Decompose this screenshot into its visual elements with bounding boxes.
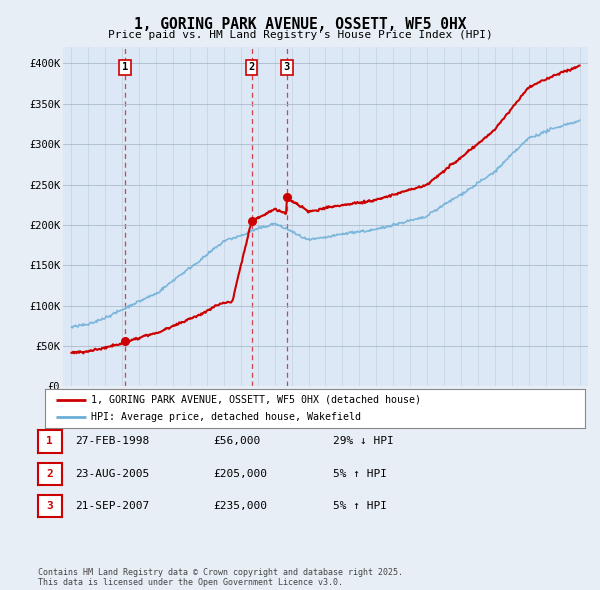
Text: 27-FEB-1998: 27-FEB-1998 — [75, 437, 149, 446]
Text: 5% ↑ HPI: 5% ↑ HPI — [333, 502, 387, 511]
Text: 3: 3 — [46, 502, 53, 511]
Text: 29% ↓ HPI: 29% ↓ HPI — [333, 437, 394, 446]
Text: 23-AUG-2005: 23-AUG-2005 — [75, 469, 149, 478]
Text: 5% ↑ HPI: 5% ↑ HPI — [333, 469, 387, 478]
Text: 1: 1 — [46, 437, 53, 446]
Text: £56,000: £56,000 — [213, 437, 260, 446]
Text: 3: 3 — [284, 63, 290, 73]
Text: Contains HM Land Registry data © Crown copyright and database right 2025.
This d: Contains HM Land Registry data © Crown c… — [38, 568, 403, 587]
Text: 2: 2 — [248, 63, 255, 73]
Text: 1: 1 — [122, 63, 128, 73]
Text: 1, GORING PARK AVENUE, OSSETT, WF5 0HX: 1, GORING PARK AVENUE, OSSETT, WF5 0HX — [134, 17, 466, 31]
Text: Price paid vs. HM Land Registry's House Price Index (HPI): Price paid vs. HM Land Registry's House … — [107, 30, 493, 40]
Text: £205,000: £205,000 — [213, 469, 267, 478]
Text: HPI: Average price, detached house, Wakefield: HPI: Average price, detached house, Wake… — [91, 412, 361, 422]
Text: 1, GORING PARK AVENUE, OSSETT, WF5 0HX (detached house): 1, GORING PARK AVENUE, OSSETT, WF5 0HX (… — [91, 395, 421, 405]
Text: 21-SEP-2007: 21-SEP-2007 — [75, 502, 149, 511]
Text: 2: 2 — [46, 469, 53, 478]
Text: £235,000: £235,000 — [213, 502, 267, 511]
